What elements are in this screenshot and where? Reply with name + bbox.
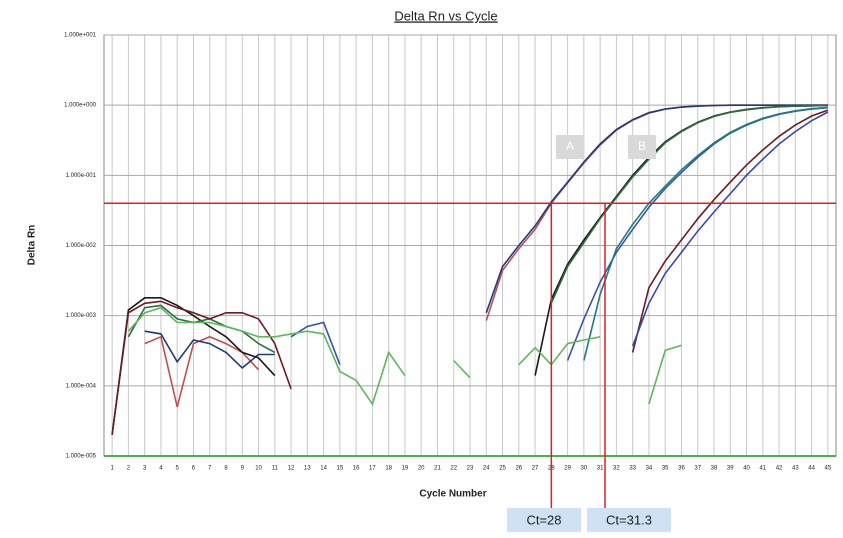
x-tick-label: 41 bbox=[759, 466, 766, 472]
x-tick-label: 1 bbox=[110, 466, 114, 472]
y-tick-label: 1.000e-001 bbox=[66, 173, 97, 179]
x-tick-label: 18 bbox=[385, 466, 392, 472]
y-tick-label: 1.000e-003 bbox=[66, 313, 97, 319]
ct-box bbox=[587, 508, 671, 532]
x-tick-label: 17 bbox=[369, 466, 376, 472]
x-tick-label: 44 bbox=[808, 466, 815, 472]
x-tick-label: 36 bbox=[678, 466, 685, 472]
x-tick-label: 22 bbox=[450, 466, 457, 472]
x-axis-label: Cycle Number bbox=[419, 489, 486, 500]
x-tick-label: 9 bbox=[241, 466, 245, 472]
annotation-box bbox=[628, 135, 656, 159]
x-tick-label: 19 bbox=[402, 466, 409, 472]
x-tick-label: 16 bbox=[353, 466, 360, 472]
x-tick-label: 40 bbox=[743, 466, 750, 472]
x-tick-label: 32 bbox=[613, 466, 620, 472]
x-tick-label: 24 bbox=[483, 466, 490, 472]
x-tick-label: 5 bbox=[176, 466, 180, 472]
x-tick-label: 3 bbox=[143, 466, 147, 472]
x-tick-label: 6 bbox=[192, 466, 196, 472]
x-tick-label: 11 bbox=[272, 466, 279, 472]
y-tick-label: 1.000e+000 bbox=[64, 103, 97, 109]
x-tick-label: 12 bbox=[288, 466, 295, 472]
x-tick-label: 4 bbox=[159, 466, 163, 472]
x-tick-label: 15 bbox=[337, 466, 344, 472]
x-tick-label: 14 bbox=[320, 466, 327, 472]
x-tick-label: 23 bbox=[467, 466, 474, 472]
x-tick-label: 39 bbox=[727, 466, 734, 472]
data-line bbox=[583, 106, 828, 361]
data-line bbox=[144, 104, 828, 369]
ct-label: Ct=31.3 bbox=[606, 512, 652, 527]
data-line bbox=[631, 111, 829, 347]
x-tick-label: 43 bbox=[792, 466, 799, 472]
y-tick-label: 1.000e+001 bbox=[64, 33, 97, 39]
x-tick-label: 2 bbox=[127, 466, 131, 472]
y-tick-label: 1.000e-002 bbox=[66, 243, 97, 249]
x-tick-label: 26 bbox=[515, 466, 522, 472]
annotation: A bbox=[566, 139, 574, 153]
x-tick-label: 21 bbox=[434, 466, 441, 472]
ct-label: Ct=28 bbox=[526, 512, 561, 527]
data-line bbox=[111, 109, 829, 436]
x-tick-label: 13 bbox=[304, 466, 311, 472]
x-tick-label: 33 bbox=[629, 466, 636, 472]
data-line bbox=[127, 104, 828, 354]
x-tick-label: 29 bbox=[564, 466, 571, 472]
x-tick-label: 34 bbox=[646, 466, 653, 472]
x-tick-label: 30 bbox=[581, 466, 588, 472]
x-tick-label: 35 bbox=[662, 466, 669, 472]
x-tick-label: 7 bbox=[208, 466, 212, 472]
x-tick-label: 10 bbox=[255, 466, 262, 472]
y-axis-label: Delta Rn bbox=[27, 225, 38, 266]
x-tick-label: 8 bbox=[224, 466, 228, 472]
x-tick-label: 45 bbox=[825, 466, 832, 472]
x-tick-label: 37 bbox=[694, 466, 701, 472]
y-tick-label: 1.000e-005 bbox=[66, 454, 97, 460]
annotation-box bbox=[556, 135, 584, 159]
x-tick-label: 31 bbox=[597, 466, 604, 472]
x-tick-label: 27 bbox=[532, 466, 539, 472]
x-tick-label: 25 bbox=[499, 466, 506, 472]
x-tick-label: 38 bbox=[711, 466, 718, 472]
data-line bbox=[127, 306, 682, 406]
chart-title: Delta Rn vs Cycle bbox=[394, 8, 497, 23]
y-tick-label: 1.000e-004 bbox=[66, 383, 97, 389]
annotation: B bbox=[638, 139, 646, 153]
ct-box bbox=[507, 508, 581, 532]
x-tick-label: 20 bbox=[418, 466, 425, 472]
x-tick-label: 42 bbox=[776, 466, 783, 472]
